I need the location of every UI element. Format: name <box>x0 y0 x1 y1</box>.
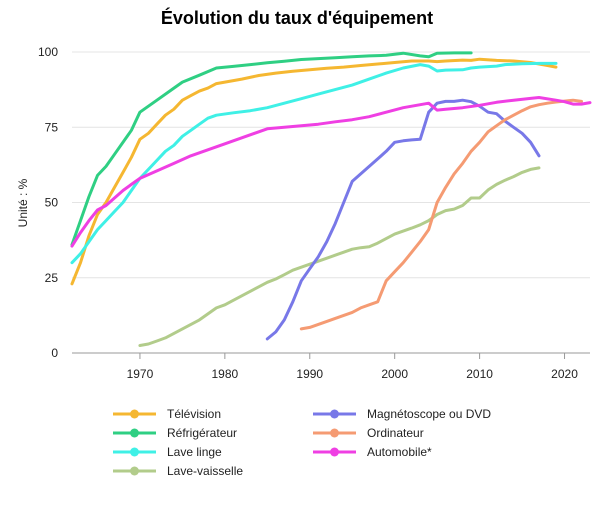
x-tick-label: 2000 <box>381 367 408 381</box>
series-line-7 <box>70 96 592 248</box>
chart-title: Évolution du taux d'équipement <box>161 7 433 28</box>
gridlines <box>72 51 590 279</box>
legend-item: Lave linge <box>113 445 222 459</box>
y-tick-label: 0 <box>51 346 58 360</box>
series-line-3 <box>70 61 558 265</box>
series-line-6 <box>299 98 583 331</box>
x-tick-label: 1990 <box>296 367 323 381</box>
series-line-4 <box>138 166 541 347</box>
y-axis-label: Unité : % <box>16 178 30 227</box>
series-line-1 <box>70 57 558 286</box>
series-lines <box>70 51 592 347</box>
legend-label: Ordinateur <box>367 426 424 440</box>
x-tick-label: 1970 <box>127 367 154 381</box>
y-tick-label: 25 <box>45 271 59 285</box>
x-tick-label: 2020 <box>551 367 578 381</box>
legend-label: Magnétoscope ou DVD <box>367 407 491 421</box>
legend-swatch-marker <box>130 409 139 419</box>
legend-label: Automobile* <box>367 445 432 459</box>
legend-swatch-marker <box>330 428 339 438</box>
legend-item: Magnétoscope ou DVD <box>313 407 491 421</box>
y-tick-label: 100 <box>38 45 58 59</box>
y-tick-label: 75 <box>45 120 59 134</box>
legend-item: Réfrigérateur <box>113 426 237 440</box>
legend-label: Réfrigérateur <box>167 426 237 440</box>
legend-item: Télévision <box>113 407 221 421</box>
legend-label: Lave-vaisselle <box>167 464 243 478</box>
legend-label: Lave linge <box>167 445 222 459</box>
legend-label: Télévision <box>167 407 221 421</box>
legend-swatch-marker <box>130 428 139 438</box>
y-tick-label: 50 <box>45 196 59 210</box>
axes: 0 25 50 75 100 1970 1980 1990 2000 2010 2020 <box>38 45 590 381</box>
legend-swatch-marker <box>130 447 139 457</box>
legend: Télévision Réfrigérateur Lave linge Lave-va… <box>113 407 491 478</box>
x-tick-label: 2010 <box>466 367 493 381</box>
series-line-2 <box>70 51 473 247</box>
legend-swatch-marker <box>330 447 339 457</box>
legend-item: Ordinateur <box>313 426 424 440</box>
legend-item: Automobile* <box>313 445 432 459</box>
legend-swatch-marker <box>130 466 139 476</box>
series-line-5 <box>265 98 541 341</box>
legend-swatch-marker <box>330 409 339 419</box>
legend-item: Lave-vaisselle <box>113 464 243 478</box>
x-tick-label: 1980 <box>212 367 239 381</box>
